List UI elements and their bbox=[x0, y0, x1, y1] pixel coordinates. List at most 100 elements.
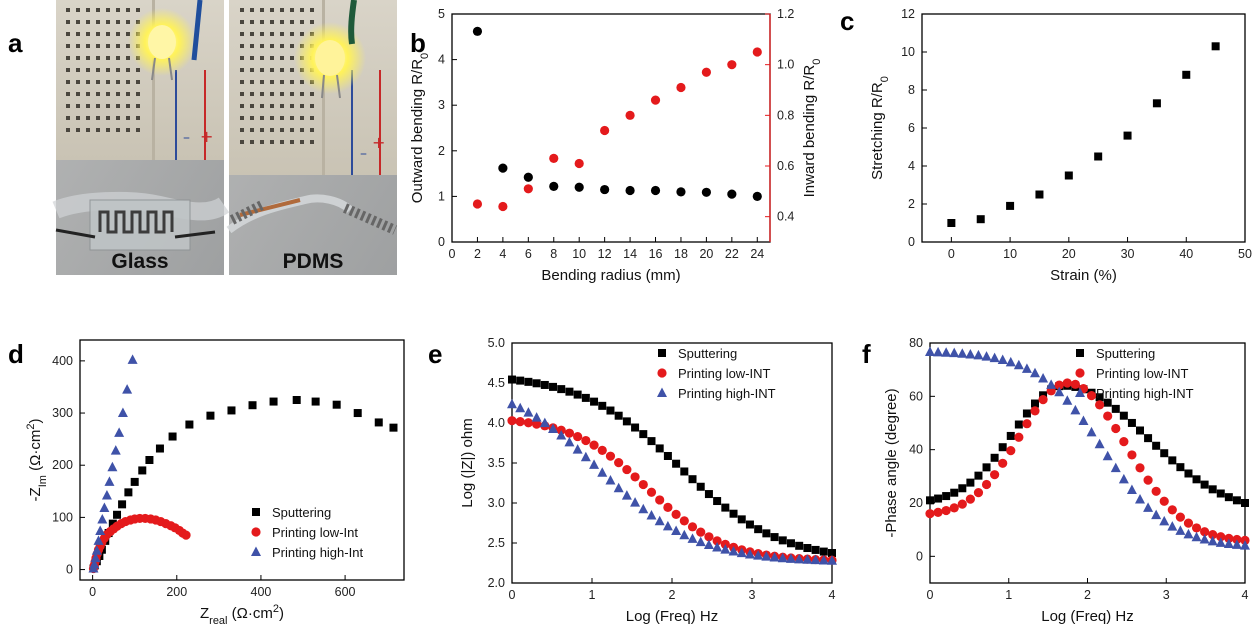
data-point bbox=[687, 533, 698, 543]
data-point bbox=[1103, 411, 1113, 421]
data-point bbox=[1191, 531, 1202, 542]
data-point bbox=[981, 479, 992, 490]
data-point bbox=[1054, 380, 1064, 390]
breadboard-hole bbox=[106, 128, 110, 132]
breadboard-hole bbox=[76, 56, 80, 60]
data-point bbox=[655, 444, 664, 453]
breadboard-hole bbox=[66, 56, 70, 60]
data-point bbox=[1111, 423, 1121, 434]
x-tick-label: 1 bbox=[1005, 588, 1012, 602]
breadboard-hole bbox=[116, 56, 120, 60]
data-point bbox=[523, 407, 534, 417]
y-tick-label: 4.5 bbox=[488, 376, 505, 390]
data-point bbox=[1006, 201, 1015, 210]
data-point bbox=[998, 443, 1007, 452]
breadboard-hole bbox=[250, 32, 254, 36]
legend-label: Printing high-INT bbox=[1096, 386, 1194, 401]
breadboard-hole bbox=[260, 32, 264, 36]
y-axis-label: Stretching R/R0 bbox=[869, 76, 891, 180]
breadboard-hole bbox=[250, 44, 254, 48]
data-point bbox=[1208, 485, 1217, 494]
data-point bbox=[1006, 431, 1015, 440]
breadboard-hole bbox=[106, 44, 110, 48]
data-point bbox=[638, 479, 648, 490]
breadboard-hole bbox=[106, 8, 110, 12]
data-point bbox=[1095, 400, 1105, 410]
caption-pdms: PDMS bbox=[283, 250, 344, 273]
data-point bbox=[95, 525, 106, 535]
breadboard-hole bbox=[66, 20, 70, 24]
data-point bbox=[818, 554, 829, 565]
data-point bbox=[950, 488, 959, 497]
breadboard-hole bbox=[76, 116, 80, 120]
breadboard-hole bbox=[116, 104, 120, 108]
data-point bbox=[1182, 70, 1191, 79]
breadboard-hole bbox=[106, 56, 110, 60]
breadboard-hole bbox=[250, 68, 254, 72]
data-point bbox=[631, 423, 640, 432]
breadboard-hole bbox=[310, 116, 314, 120]
breadboard-hole bbox=[260, 80, 264, 84]
y-tick-label: 2.5 bbox=[488, 536, 505, 550]
electrode-pattern bbox=[98, 210, 174, 234]
data-point bbox=[1152, 441, 1161, 450]
breadboard-hole bbox=[96, 44, 100, 48]
breadboard-hole bbox=[96, 68, 100, 72]
data-point bbox=[1013, 359, 1024, 370]
panel-label-c: c bbox=[840, 6, 854, 36]
data-point bbox=[1070, 404, 1081, 415]
panel-label-d: d bbox=[8, 339, 24, 369]
data-point bbox=[1215, 537, 1226, 547]
data-point bbox=[1062, 395, 1073, 405]
data-point bbox=[672, 459, 681, 468]
data-point bbox=[1021, 363, 1032, 373]
data-point bbox=[89, 558, 100, 569]
data-point bbox=[101, 489, 112, 500]
breadboard-hole bbox=[260, 8, 264, 12]
breadboard-hole bbox=[136, 8, 140, 12]
breadboard-hole bbox=[260, 116, 264, 120]
data-point bbox=[539, 417, 550, 428]
data-point bbox=[622, 464, 632, 475]
x-tick-label: 40 bbox=[1179, 247, 1193, 261]
data-point bbox=[110, 445, 121, 455]
data-point bbox=[549, 382, 558, 391]
data-point bbox=[630, 472, 640, 482]
y-tick-label: 0 bbox=[908, 235, 915, 249]
y2-tick-label: 0.6 bbox=[777, 159, 794, 173]
chart-bending: 0 2 4 6 8 10 12 14 16 18 20 22 240123450.40.60.81.01… bbox=[409, 7, 823, 284]
y-tick-label: 12 bbox=[901, 7, 915, 21]
y-tick-label: 2.0 bbox=[488, 576, 505, 590]
breadboard-hole bbox=[280, 56, 284, 60]
data-point bbox=[90, 552, 101, 563]
data-point bbox=[947, 219, 956, 227]
breadboard-hole bbox=[126, 32, 130, 36]
breadboard-hole bbox=[66, 8, 70, 12]
data-point bbox=[597, 445, 607, 455]
breadboard-hole bbox=[300, 104, 304, 108]
data-point bbox=[564, 436, 575, 447]
breadboard-hole bbox=[76, 20, 80, 24]
data-point bbox=[736, 547, 747, 558]
data-point bbox=[572, 444, 583, 454]
legend-label: Sputtering bbox=[678, 346, 737, 361]
x-axis-label: Log (Freq) Hz bbox=[626, 608, 719, 625]
data-point bbox=[565, 387, 574, 396]
breadboard-hole bbox=[96, 8, 100, 12]
breadboard-hole bbox=[280, 68, 284, 72]
data-point bbox=[574, 158, 584, 169]
breadboard-hole bbox=[136, 104, 140, 108]
data-point bbox=[613, 482, 624, 493]
breadboard-hole bbox=[300, 116, 304, 120]
data-point bbox=[770, 533, 779, 542]
breadboard-hole bbox=[240, 92, 244, 96]
photo-pdms: – + PDMS bbox=[226, 0, 398, 275]
data-point bbox=[1191, 523, 1202, 533]
x-tick-label: 6 bbox=[525, 247, 532, 261]
breadboard-hole bbox=[66, 32, 70, 36]
data-point bbox=[498, 163, 508, 173]
breadboard-holes bbox=[66, 8, 140, 132]
breadboard-hole bbox=[270, 80, 274, 84]
data-point bbox=[680, 467, 689, 476]
